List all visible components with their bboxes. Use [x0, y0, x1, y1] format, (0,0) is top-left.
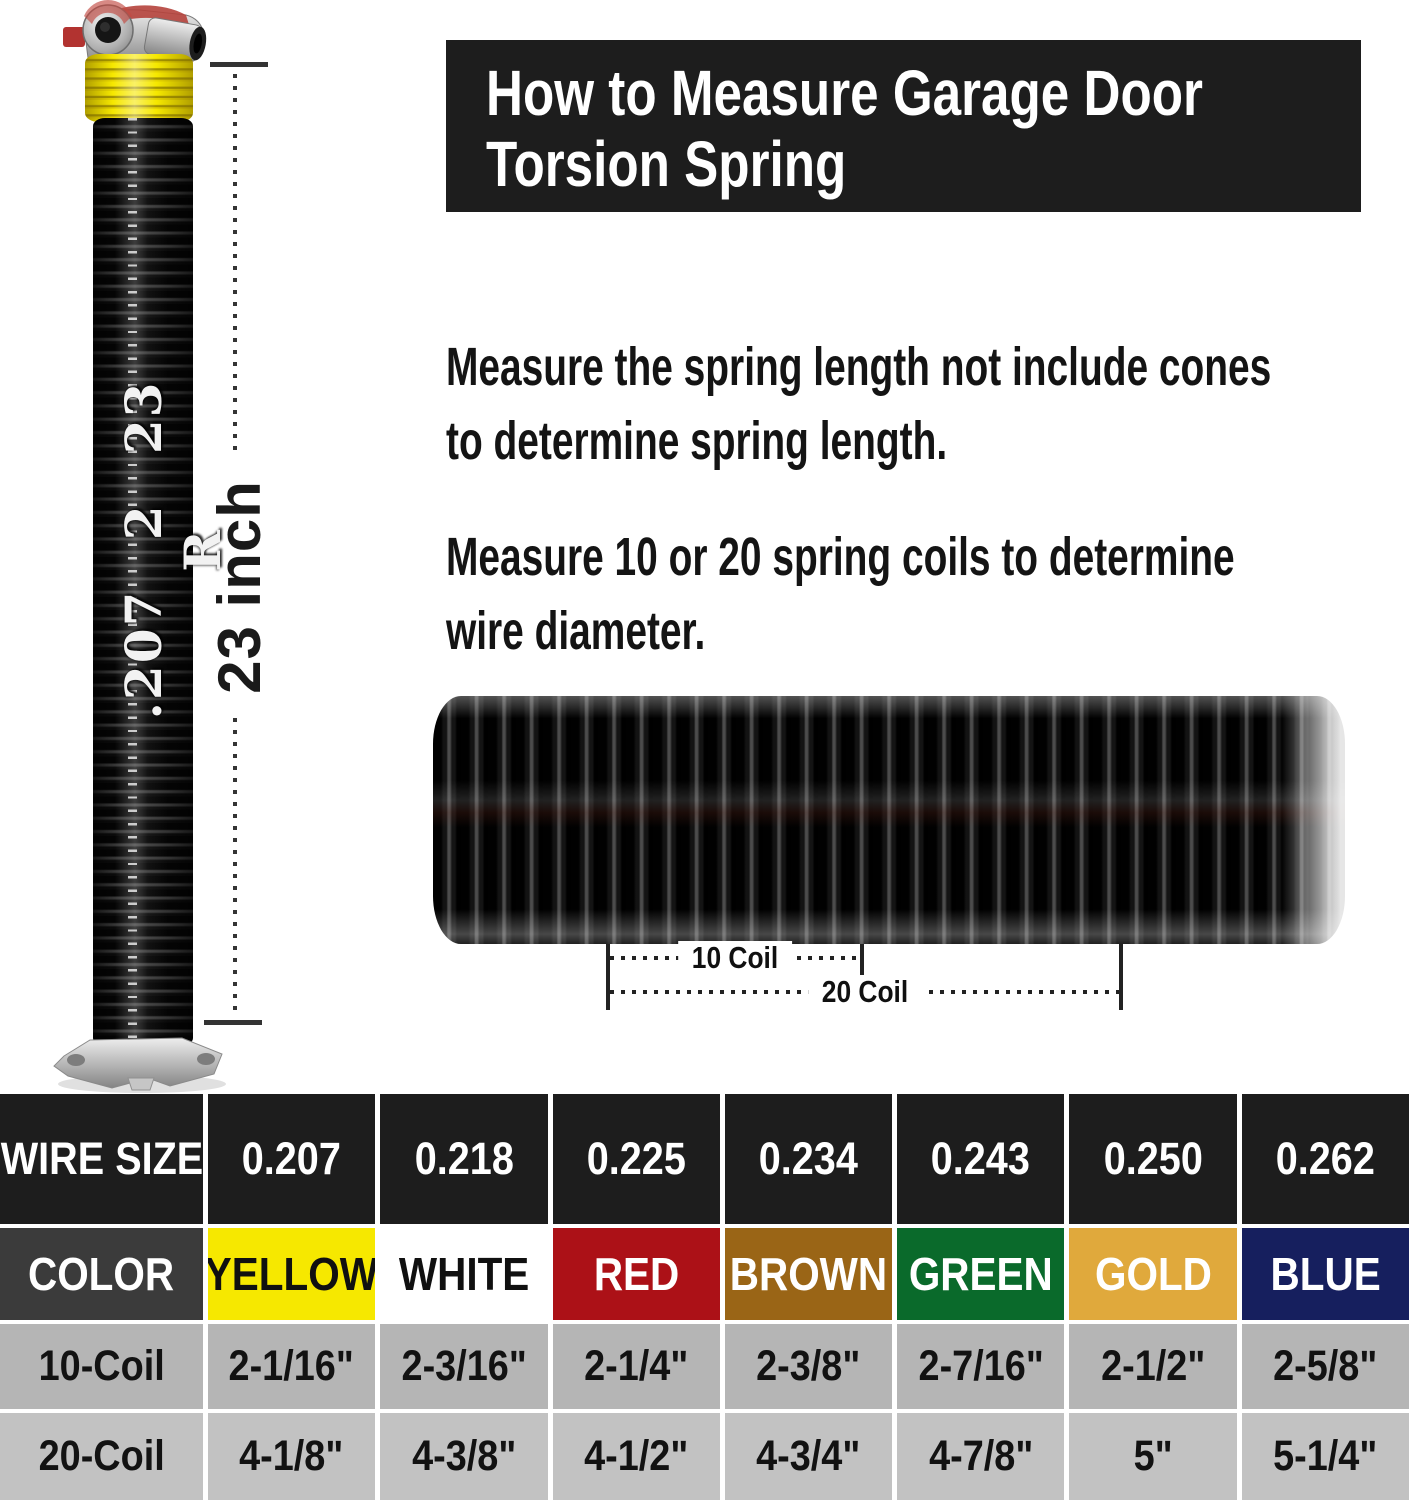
wire-size-value: 0.250 [1069, 1094, 1237, 1224]
twenty-coil-value: 4-3/8" [380, 1413, 548, 1500]
ten-coil-value: 2-1/4" [552, 1324, 720, 1409]
twenty-coil-value: 5-1/4" [1241, 1413, 1409, 1500]
color-swatch-gold: GOLD [1069, 1228, 1237, 1320]
wire-size-value: 0.207 [208, 1094, 376, 1224]
coil-closeup-photo [433, 696, 1345, 944]
winding-cone-photo [63, 0, 207, 67]
length-dimension: 23 inch [0, 0, 300, 1100]
spring-base-plate [53, 1037, 226, 1093]
dimension-dotted-lower [233, 718, 237, 1016]
twenty-coil-value: 4-7/8" [897, 1413, 1065, 1500]
instruction-paragraph-2: Measure 10 or 20 spring coils to determi… [446, 520, 1409, 668]
measure-tick-left [606, 944, 610, 1010]
cone-red-tab [63, 27, 85, 47]
ten-coil-value: 2-7/16" [897, 1324, 1065, 1409]
ten-coil-value: 2-5/8" [1241, 1324, 1409, 1409]
ten-coil-header: 10-Coil [0, 1324, 203, 1409]
para2-line2: wire diameter. [446, 601, 706, 661]
ten-coil-value: 2-1/2" [1069, 1324, 1237, 1409]
title-banner: How to Measure Garage Door Torsion Sprin… [446, 40, 1361, 212]
twenty-coil-value: 4-1/8" [208, 1413, 376, 1500]
cone-right-boss [143, 17, 207, 62]
dimension-dotted-upper [233, 74, 237, 456]
color-swatch-red: RED [552, 1228, 720, 1320]
instruction-paragraph-1: Measure the spring length not include co… [446, 330, 1409, 478]
para1-line2: to determine spring length. [446, 411, 948, 471]
color-row: COLOR YELLOW WHITE RED BROWN GREEN GOLD … [0, 1228, 1409, 1320]
color-swatch-blue: BLUE [1241, 1228, 1409, 1320]
twenty-coil-value: 5" [1069, 1413, 1237, 1500]
wire-size-value: 0.234 [724, 1094, 893, 1224]
ten-coil-value: 2-3/8" [724, 1324, 893, 1409]
ten-coil-row: 10-Coil 2-1/16" 2-3/16" 2-1/4" 2-3/8" 2-… [0, 1324, 1409, 1409]
ten-coil-measure-line: 10 Coil [610, 941, 860, 975]
title-line-1: How to Measure Garage Door [486, 57, 1203, 129]
wire-size-value: 0.243 [897, 1094, 1065, 1224]
title-line-2: Torsion Spring [486, 128, 847, 200]
size-chart-table: WIRE SIZE 0.207 0.218 0.225 0.234 0.243 … [0, 1094, 1409, 1500]
color-swatch-green: GREEN [897, 1228, 1065, 1320]
ten-coil-label: 10 Coil [678, 941, 792, 975]
cone-left-boss [82, 0, 134, 56]
ten-coil-value: 2-3/16" [380, 1324, 548, 1409]
measure-tick-20coil [1119, 944, 1123, 1010]
spring-photo: .207 2 23 R [0, 0, 300, 1100]
twenty-coil-measure-line: 20 Coil [610, 975, 1119, 1009]
twenty-coil-row: 20-Coil 4-1/8" 4-3/8" 4-1/2" 4-3/4" 4-7/… [0, 1413, 1409, 1500]
dimension-bottom-tick [204, 1020, 262, 1025]
spring-coil-body [93, 118, 193, 1046]
twenty-coil-value: 4-1/2" [552, 1413, 720, 1500]
para1-line1: Measure the spring length not include co… [446, 337, 1272, 397]
wire-size-value: 0.225 [552, 1094, 720, 1224]
dimension-top-tick [210, 62, 268, 67]
wire-size-header: WIRE SIZE [0, 1094, 203, 1224]
wire-size-row: WIRE SIZE 0.207 0.218 0.225 0.234 0.243 … [0, 1094, 1409, 1224]
color-swatch-yellow: YELLOW [208, 1228, 376, 1320]
color-swatch-brown: BROWN [724, 1228, 893, 1320]
color-header: COLOR [0, 1228, 203, 1320]
measure-tick-10coil [860, 944, 864, 976]
spring-yellow-coils [85, 54, 193, 122]
coil-measure-annotation: 10 Coil 20 Coil [606, 941, 1123, 1010]
ten-coil-value: 2-1/16" [208, 1324, 376, 1409]
wire-size-value: 0.262 [1241, 1094, 1409, 1224]
color-swatch-white: WHITE [380, 1228, 548, 1320]
twenty-coil-header: 20-Coil [0, 1413, 203, 1500]
twenty-coil-label: 20 Coil [807, 975, 922, 1009]
para2-line1: Measure 10 or 20 spring coils to determi… [446, 527, 1235, 587]
wire-size-value: 0.218 [380, 1094, 548, 1224]
twenty-coil-value: 4-3/4" [724, 1413, 893, 1500]
